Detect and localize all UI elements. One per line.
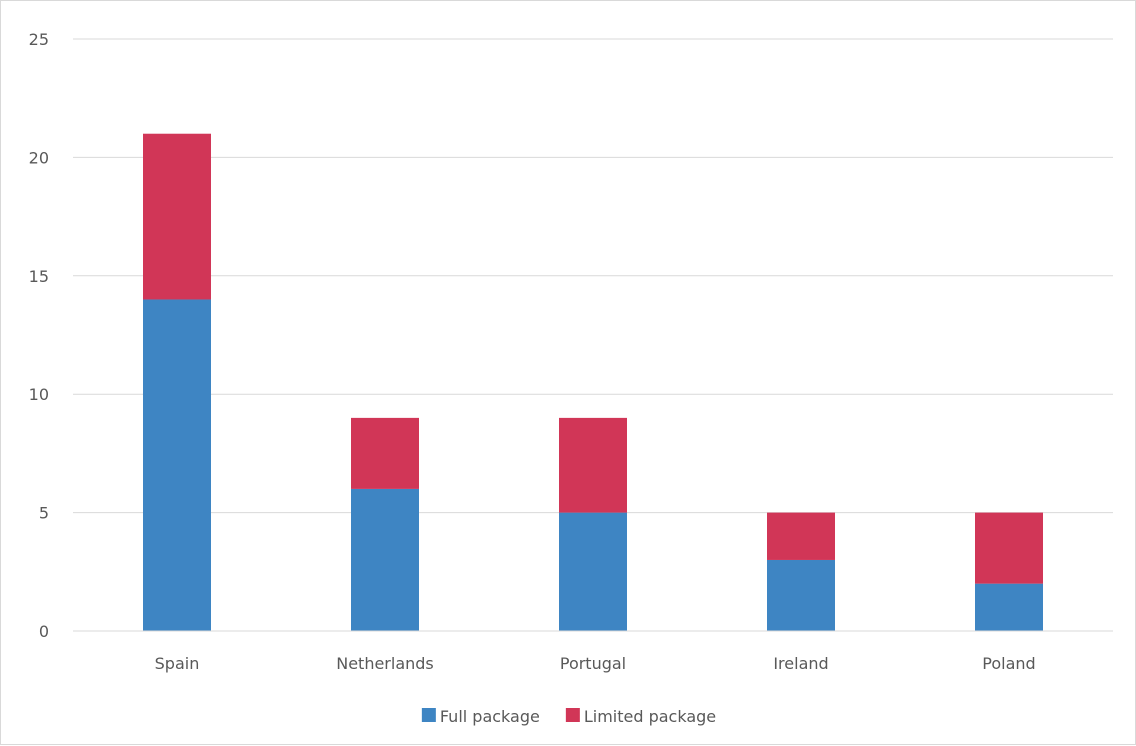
x-tick-label: Poland	[982, 654, 1035, 673]
legend: Full package Limited package	[421, 707, 716, 726]
bar-full-package-spain	[143, 299, 211, 631]
bar-full-package-poland	[975, 583, 1043, 631]
bar-full-package-ireland	[767, 559, 835, 631]
bars	[143, 133, 1043, 631]
x-tick-label: Spain	[155, 654, 200, 673]
bar-limited-package-ireland	[767, 512, 835, 560]
bar-full-package-portugal	[559, 512, 627, 631]
bar-full-package-netherlands	[351, 488, 419, 631]
bar-limited-package-portugal	[559, 417, 627, 513]
legend-swatch	[565, 708, 580, 722]
legend-swatch	[421, 708, 436, 722]
y-tick-label: 5	[39, 504, 49, 523]
bar-limited-package-netherlands	[351, 417, 419, 489]
x-axis-tick-labels: Spain Netherlands Portugal Ireland Poland	[155, 654, 1036, 673]
gridlines	[73, 38, 1113, 514]
x-tick-label: Netherlands	[336, 654, 434, 673]
legend-label: Full package	[440, 707, 540, 726]
x-tick-label: Ireland	[773, 654, 828, 673]
bar-limited-package-spain	[143, 133, 211, 300]
y-axis-tick-labels: 0 5 10 15 20 25	[29, 30, 49, 641]
y-tick-label: 15	[29, 267, 49, 286]
bar-limited-package-poland	[975, 512, 1043, 584]
legend-label: Limited package	[584, 707, 716, 726]
x-tick-label: Portugal	[560, 654, 626, 673]
y-tick-label: 20	[29, 148, 49, 167]
y-tick-label: 25	[29, 30, 49, 49]
y-tick-label: 10	[29, 385, 49, 404]
y-tick-label: 0	[39, 622, 49, 641]
